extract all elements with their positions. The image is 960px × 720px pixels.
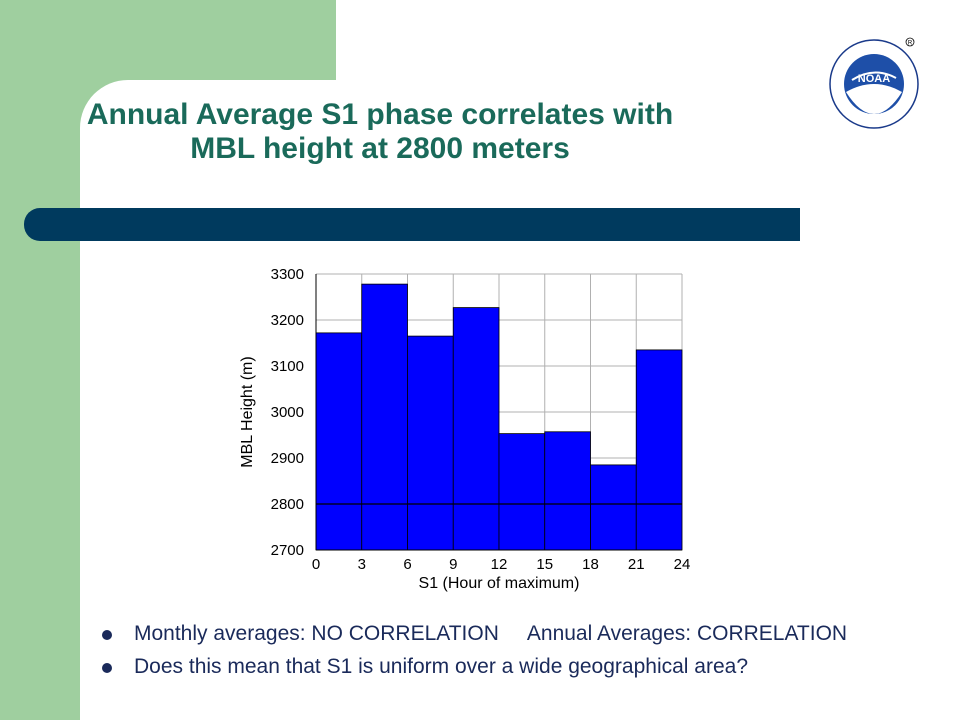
svg-text:NOAA: NOAA — [858, 73, 890, 85]
bar — [315, 332, 363, 551]
bar — [407, 335, 454, 551]
bullet-dot — [102, 663, 112, 673]
slide-title: Annual Average S1 phase correlates with … — [80, 98, 680, 166]
y-tick-label: 3300 — [271, 266, 304, 283]
x-tick-label: 9 — [449, 556, 457, 573]
noaa-logo: NOAA R — [826, 36, 922, 132]
y-axis-label: MBL Height (m) — [239, 356, 256, 467]
x-tick-label: 6 — [403, 556, 411, 573]
y-tick-label: 3100 — [271, 358, 304, 375]
bar — [498, 433, 546, 551]
title-line-2: MBL height at 2800 meters — [190, 132, 570, 165]
x-tick-label: 24 — [674, 556, 691, 573]
bar — [590, 464, 637, 551]
bar — [635, 349, 683, 551]
bullet-text-1b: Annual Averages: CORRELATION — [526, 622, 848, 645]
title-line-1: Annual Average S1 phase correlates with — [86, 98, 674, 131]
y-tick-label: 2700 — [271, 542, 304, 559]
x-axis-label: S1 (Hour of maximum) — [419, 575, 580, 592]
bar — [452, 307, 500, 551]
bullet-list: Monthly averages: NO CORRELATION Annual A… — [100, 622, 960, 688]
bullet-text-2: Does this mean that S1 is uniform over a… — [134, 655, 749, 678]
y-tick-label: 2900 — [271, 450, 304, 467]
y-tick-label: 3000 — [271, 404, 304, 421]
x-tick-label: 18 — [582, 556, 599, 573]
bar — [544, 431, 591, 551]
mbl-height-chart: 2700 2800 2900 3000 3100 3200 3300 0 3 6 9 12 15 18 21… — [226, 256, 706, 606]
x-tick-label: 21 — [628, 556, 645, 573]
x-tick-label: 0 — [312, 556, 320, 573]
y-tick-label: 3200 — [271, 312, 304, 329]
bullet-item: Monthly averages: NO CORRELATION Annual A… — [100, 622, 960, 655]
title-divider-bar — [24, 208, 800, 241]
y-tick-label: 2800 — [271, 496, 304, 513]
x-tick-label: 3 — [358, 556, 366, 573]
x-tick-label: 12 — [491, 556, 508, 573]
bullet-dot — [102, 630, 112, 640]
bar — [361, 283, 408, 551]
content-panel — [80, 80, 960, 720]
x-tick-label: 15 — [536, 556, 553, 573]
bullet-text-1a: Monthly averages: NO CORRELATION — [134, 622, 499, 645]
svg-text:R: R — [908, 41, 913, 47]
bullet-item: Does this mean that S1 is uniform over a… — [100, 655, 960, 688]
